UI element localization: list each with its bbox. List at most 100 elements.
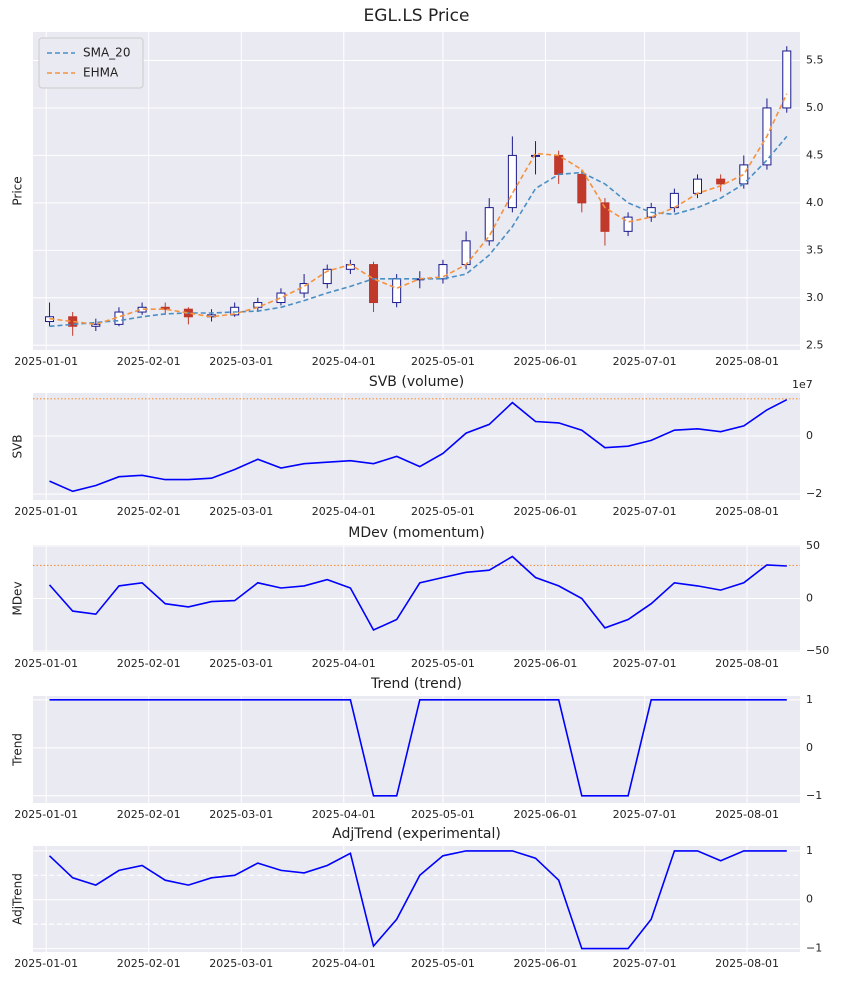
candle-body bbox=[276, 292, 286, 304]
candle-body bbox=[392, 278, 402, 304]
y-tick-label: 0 bbox=[806, 741, 813, 754]
y-tick-label: −1 bbox=[806, 789, 822, 802]
candle-body bbox=[461, 240, 471, 266]
series-line bbox=[48, 850, 787, 950]
x-tick-label: 2025-08-01 bbox=[715, 657, 779, 670]
panel-title: MDev (momentum) bbox=[348, 525, 484, 541]
x-tick-label: 2025-04-01 bbox=[312, 355, 376, 368]
candle-body bbox=[253, 302, 263, 308]
candle-body bbox=[716, 178, 726, 185]
x-tick-label: 2025-08-01 bbox=[715, 505, 779, 518]
x-tick-label: 2025-02-01 bbox=[117, 505, 181, 518]
x-tick-label: 2025-02-01 bbox=[117, 355, 181, 368]
y-tick-label: 0 bbox=[806, 592, 813, 605]
plot-background bbox=[33, 393, 800, 500]
candle-body bbox=[322, 268, 332, 285]
axis-offset-label: 1e7 bbox=[792, 378, 813, 391]
x-tick-label: 2025-02-01 bbox=[117, 957, 181, 970]
candle-body bbox=[531, 154, 541, 157]
x-tick-label: 2025-01-01 bbox=[14, 505, 78, 518]
x-tick-label: 2025-01-01 bbox=[14, 957, 78, 970]
x-tick-label: 2025-07-01 bbox=[613, 808, 677, 821]
x-tick-label: 2025-06-01 bbox=[513, 957, 577, 970]
x-tick-label: 2025-08-01 bbox=[715, 808, 779, 821]
x-tick-label: 2025-03-01 bbox=[209, 355, 273, 368]
candle-body bbox=[600, 202, 610, 232]
x-tick-label: 2025-06-01 bbox=[513, 505, 577, 518]
y-tick-label: 1 bbox=[806, 693, 813, 706]
y-tick-label: 0 bbox=[806, 429, 813, 442]
x-tick-label: 2025-01-01 bbox=[14, 808, 78, 821]
series-line bbox=[48, 555, 787, 632]
candle-body bbox=[577, 173, 587, 204]
y-tick-label: 4.5 bbox=[806, 148, 824, 161]
x-tick-label: 2025-08-01 bbox=[715, 957, 779, 970]
x-tick-label: 2025-05-01 bbox=[411, 957, 475, 970]
x-tick-label: 2025-04-01 bbox=[312, 808, 376, 821]
x-tick-label: 2025-05-01 bbox=[411, 657, 475, 670]
x-tick-label: 2025-06-01 bbox=[513, 355, 577, 368]
x-tick-label: 2025-02-01 bbox=[117, 808, 181, 821]
candle-body bbox=[782, 50, 792, 109]
legend-label: SMA_20 bbox=[83, 46, 130, 60]
y-tick-label: −1 bbox=[806, 942, 822, 955]
x-tick-label: 2025-06-01 bbox=[513, 808, 577, 821]
legend-label: EHMA bbox=[83, 66, 119, 80]
x-tick-label: 2025-04-01 bbox=[312, 505, 376, 518]
candle-body bbox=[438, 264, 448, 280]
candle-body bbox=[554, 154, 564, 175]
panel-title: EGL.LS Price bbox=[364, 6, 470, 26]
candle-body bbox=[484, 207, 494, 242]
y-tick-label: 1 bbox=[806, 844, 813, 857]
x-tick-label: 2025-03-01 bbox=[209, 657, 273, 670]
legend: SMA_20 EHMA bbox=[38, 37, 144, 89]
candle-body bbox=[160, 306, 170, 310]
legend-box bbox=[38, 37, 144, 89]
y-axis-label: AdjTrend bbox=[11, 873, 25, 925]
x-tick-label: 2025-06-01 bbox=[513, 657, 577, 670]
x-tick-label: 2025-07-01 bbox=[613, 355, 677, 368]
candle-body bbox=[623, 216, 633, 232]
x-tick-label: 2025-03-01 bbox=[209, 808, 273, 821]
x-tick-label: 2025-07-01 bbox=[613, 505, 677, 518]
y-tick-label: −2 bbox=[806, 487, 822, 500]
y-tick-label: 0 bbox=[806, 893, 813, 906]
x-tick-label: 2025-01-01 bbox=[14, 657, 78, 670]
y-axis-label: MDev bbox=[11, 581, 25, 615]
x-tick-label: 2025-05-01 bbox=[411, 355, 475, 368]
series-line bbox=[49, 398, 788, 493]
series-line bbox=[49, 93, 788, 326]
x-tick-label: 2025-02-01 bbox=[117, 657, 181, 670]
y-tick-label: 2.5 bbox=[806, 338, 824, 351]
x-tick-label: 2025-05-01 bbox=[411, 505, 475, 518]
x-tick-label: 2025-04-01 bbox=[312, 957, 376, 970]
y-tick-label: 3.0 bbox=[806, 291, 824, 304]
panel-title: Trend (trend) bbox=[370, 676, 462, 692]
candle-body bbox=[230, 306, 240, 316]
candle-body bbox=[693, 178, 703, 194]
x-tick-label: 2025-04-01 bbox=[312, 657, 376, 670]
y-tick-label: 5.0 bbox=[806, 101, 824, 114]
x-tick-label: 2025-03-01 bbox=[209, 957, 273, 970]
x-tick-label: 2025-05-01 bbox=[411, 808, 475, 821]
y-tick-label: 4.0 bbox=[806, 196, 824, 209]
y-tick-label: 50 bbox=[806, 539, 820, 552]
y-axis-label: Price bbox=[11, 176, 25, 205]
x-tick-label: 2025-07-01 bbox=[613, 657, 677, 670]
x-tick-label: 2025-01-01 bbox=[14, 355, 78, 368]
candle-body bbox=[507, 154, 517, 209]
series-line bbox=[49, 135, 788, 328]
y-axis-label: Trend bbox=[11, 733, 25, 767]
plot-background bbox=[33, 32, 800, 350]
x-tick-label: 2025-03-01 bbox=[209, 505, 273, 518]
x-tick-label: 2025-07-01 bbox=[613, 957, 677, 970]
y-tick-label: 3.5 bbox=[806, 243, 824, 256]
x-tick-label: 2025-08-01 bbox=[715, 355, 779, 368]
candle-body bbox=[91, 323, 101, 327]
candle-body bbox=[369, 264, 379, 304]
panel-title: SVB (volume) bbox=[369, 374, 464, 390]
y-tick-label: −50 bbox=[806, 644, 829, 657]
plot-background bbox=[33, 846, 800, 952]
y-axis-label: SVB bbox=[11, 434, 25, 458]
